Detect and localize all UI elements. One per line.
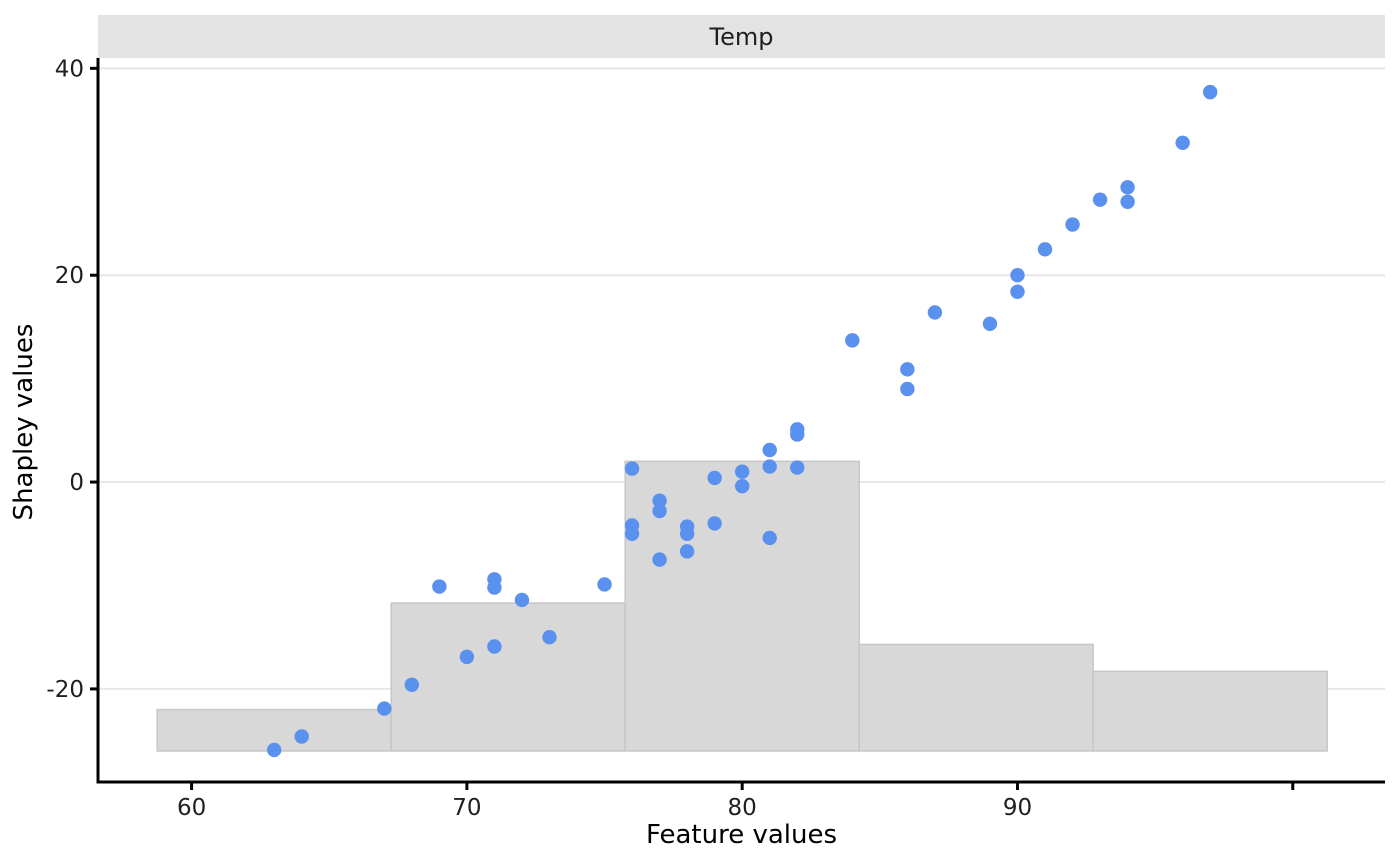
- y-tick-label: 40: [55, 56, 84, 82]
- x-tick-label: 60: [177, 795, 206, 821]
- scatter-point: [734, 464, 750, 479]
- histogram-bar: [1092, 670, 1328, 752]
- scatter-point: [652, 503, 667, 519]
- y-tick-label: 0: [69, 470, 84, 496]
- scatter-point: [1202, 84, 1218, 100]
- scatter-point: [900, 362, 915, 377]
- scatter-point: [459, 649, 475, 665]
- scatter-point: [1092, 192, 1108, 207]
- histogram-layer: [156, 460, 1328, 752]
- scatter-point: [927, 305, 943, 320]
- scatter-point: [900, 381, 915, 397]
- scatter-point: [294, 729, 309, 744]
- scatter-point: [734, 478, 750, 494]
- scatter-point: [679, 526, 695, 541]
- scatter-point: [432, 579, 447, 594]
- scatter-point: [652, 493, 667, 508]
- x-axis-title: Feature values: [645, 820, 838, 850]
- histogram-bar: [858, 643, 1094, 752]
- scatter-point: [1010, 268, 1025, 283]
- facet-strip-title: Temp: [98, 15, 1385, 58]
- y-tick-label: -20: [46, 677, 84, 703]
- scatter-point: [762, 530, 777, 546]
- scatter-point: [1010, 284, 1025, 299]
- scatter-point: [679, 544, 695, 559]
- scatter-point: [597, 577, 612, 592]
- scatter-point: [845, 333, 860, 348]
- y-axis-title: Shapley values: [9, 323, 39, 521]
- axes-layer: 60 70 80 90 -20 0 20 40: [46, 56, 1385, 821]
- scatter-point: [1037, 242, 1053, 257]
- x-tick-label: 70: [452, 795, 481, 821]
- scatter-point: [487, 580, 502, 595]
- histogram-bar: [390, 602, 626, 752]
- scatter-point: [1120, 180, 1135, 195]
- scatter-point: [542, 630, 557, 645]
- scatter-point: [707, 516, 722, 531]
- scatter-point: [1065, 217, 1080, 232]
- scatter-point: [624, 526, 640, 541]
- scatter-point: [652, 552, 667, 567]
- scatter-point: [762, 459, 777, 474]
- scatter-point: [377, 701, 392, 716]
- scatter-point: [487, 639, 502, 654]
- x-tick-label: 90: [1003, 795, 1032, 821]
- scatter-point: [790, 427, 805, 442]
- scatter-point: [514, 592, 530, 608]
- scatter-point: [790, 460, 805, 475]
- scatter-point: [707, 470, 722, 486]
- scatter-point: [404, 677, 420, 692]
- x-tick-label: 80: [728, 795, 757, 821]
- scatter-point: [1175, 135, 1190, 151]
- scatter-point: [982, 316, 998, 332]
- scatter-point: [624, 461, 640, 476]
- scatter-point: [266, 742, 282, 758]
- scatter-point: [1120, 194, 1135, 209]
- scatter-layer: [266, 84, 1218, 758]
- y-tick-label: 20: [55, 263, 84, 289]
- scatter-point: [762, 442, 777, 458]
